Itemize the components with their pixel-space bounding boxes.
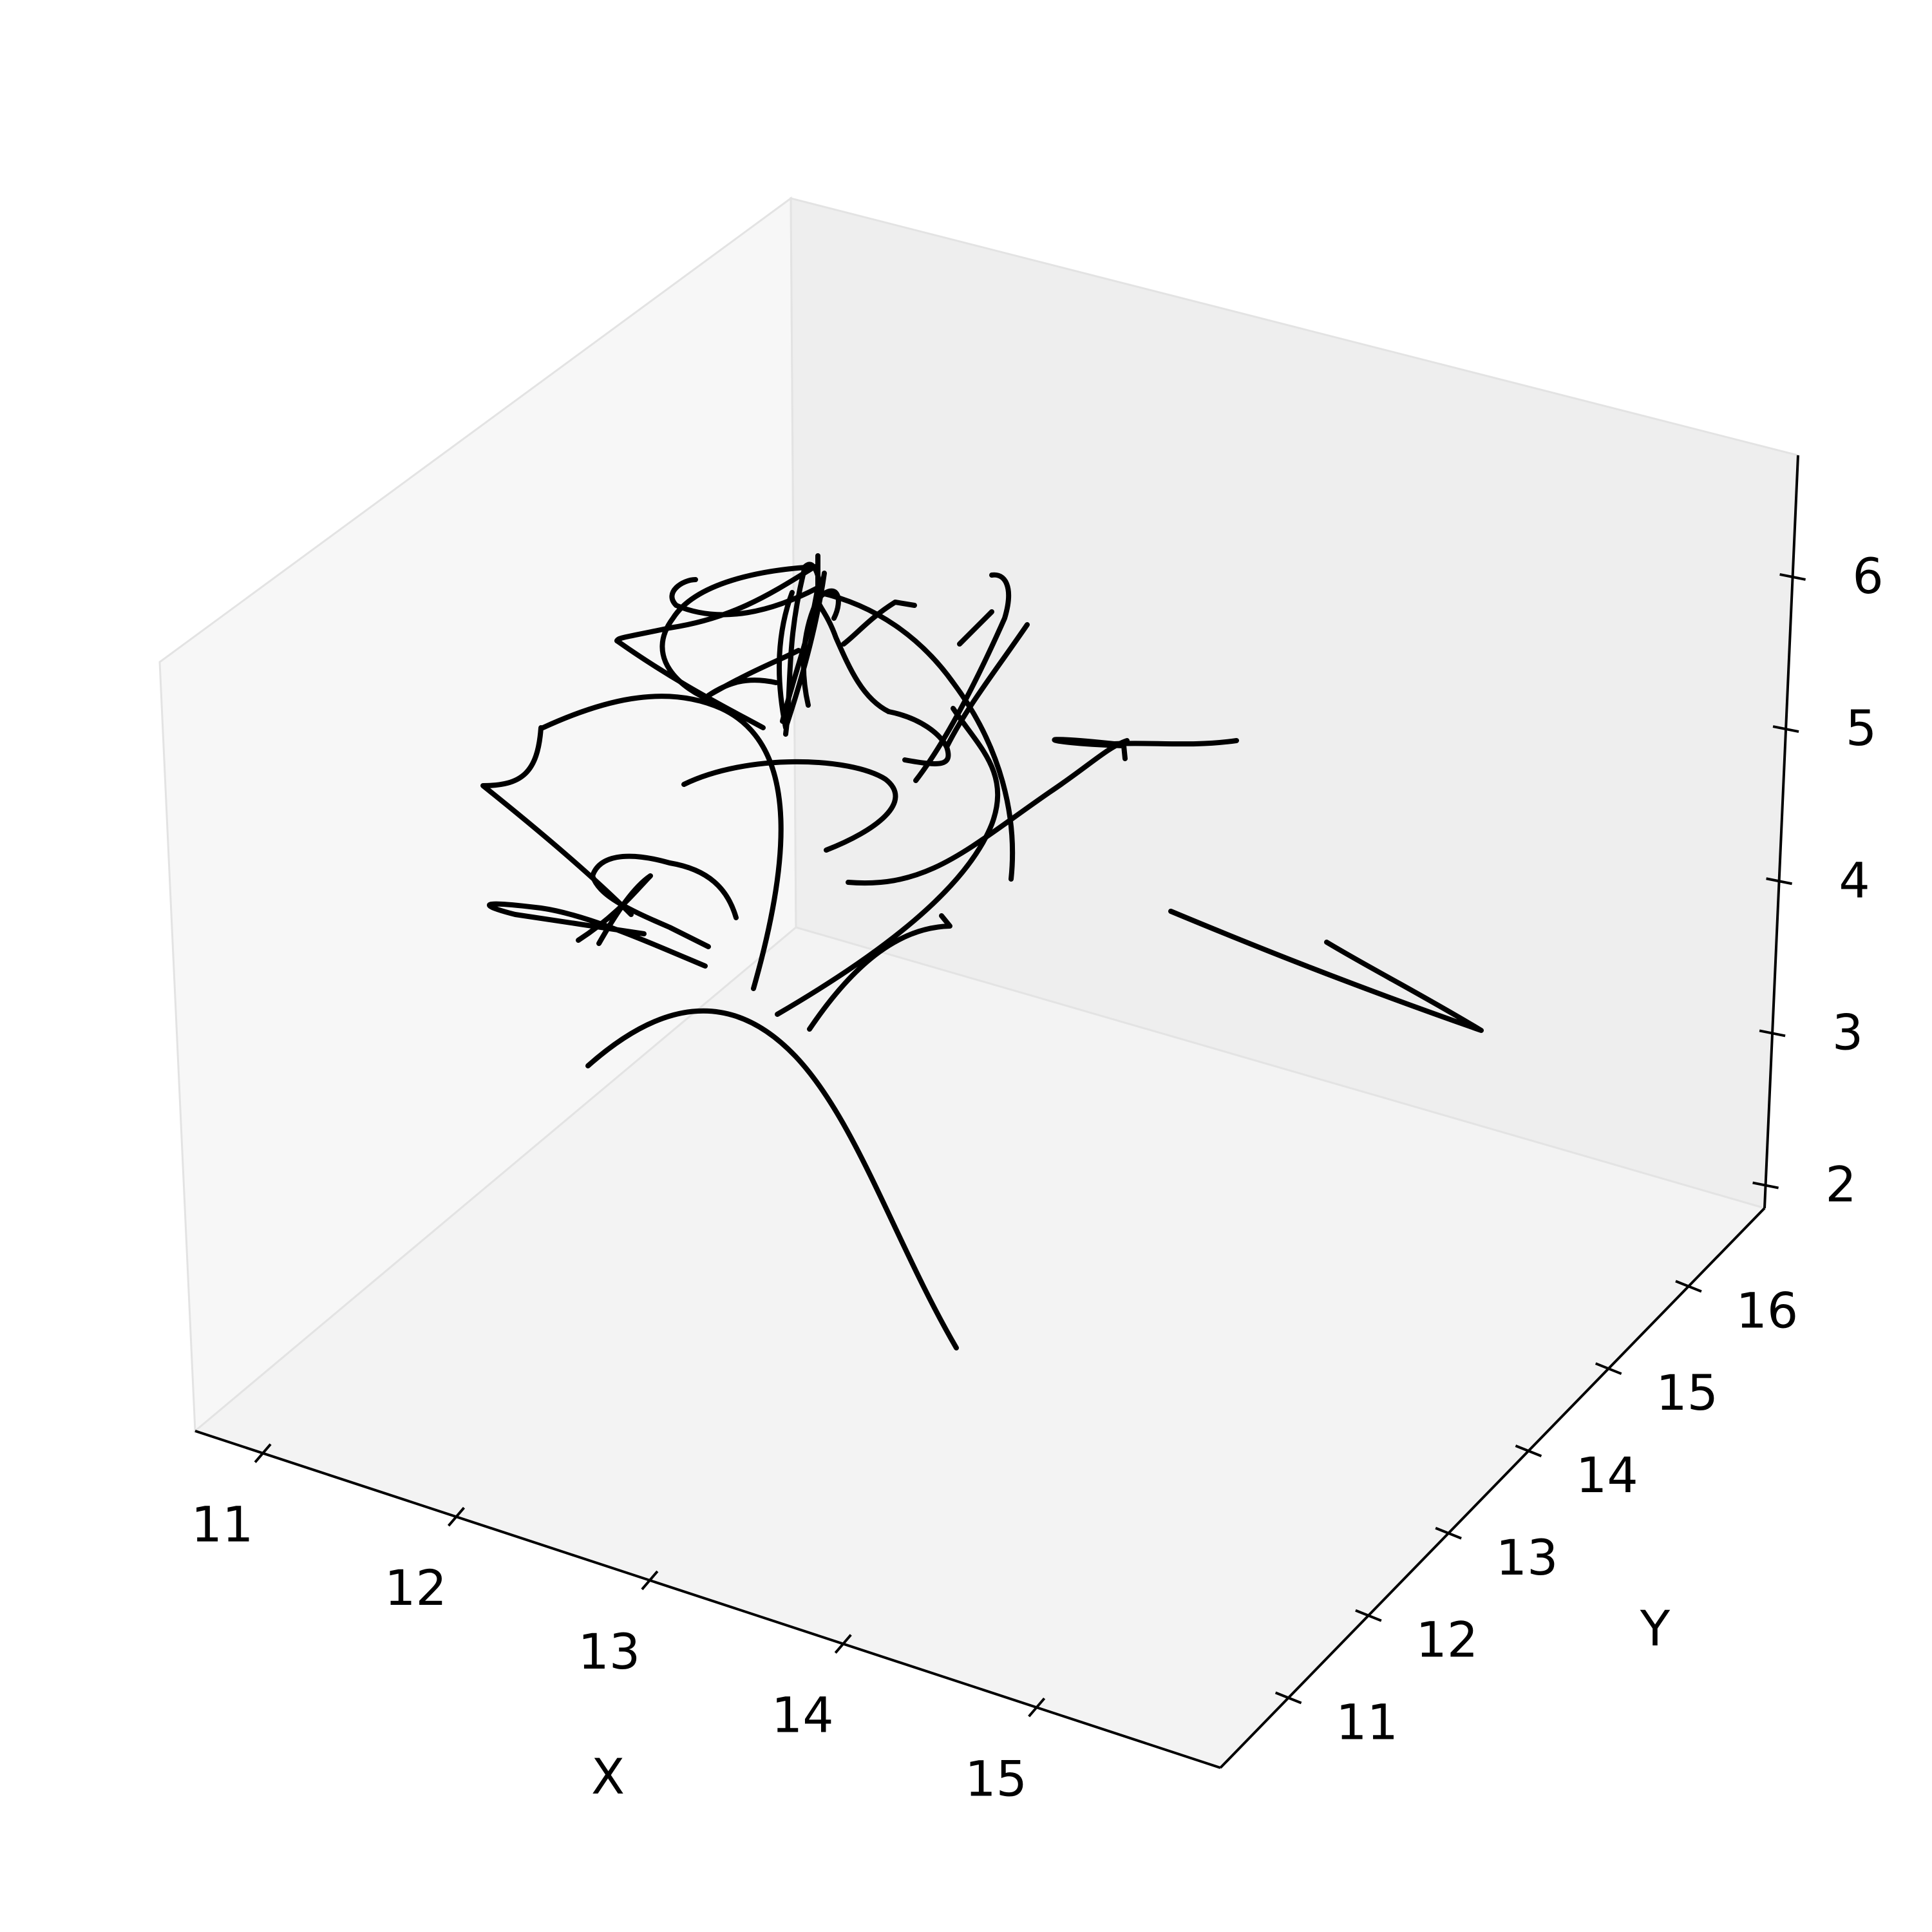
x-tick-label: 12 [384, 1559, 447, 1616]
axes-lines [194, 455, 1799, 1769]
trajectory-line-21 [614, 638, 766, 730]
z-tick-label: 6 [1852, 547, 1883, 605]
trajectory-line-13 [957, 609, 994, 647]
trajectory-line-12 [944, 622, 1030, 750]
x-tick-13 [641, 1570, 659, 1591]
trajectory-line-11 [913, 572, 1012, 783]
y-tick-label: 14 [1576, 1446, 1638, 1504]
z-tick-2 [1752, 1181, 1779, 1189]
tick-labels: 11 12 13 14 15 11 12 13 14 15 16 2 3 4 5 6 [191, 547, 1884, 1807]
y-tick-16 [1675, 1280, 1702, 1293]
x-tick-label: 15 [965, 1750, 1027, 1807]
trajectory-line-3 [775, 706, 1001, 1017]
trajectory-line-14 [841, 600, 917, 647]
y-tick-label: 15 [1656, 1364, 1718, 1421]
x-axis-label: X [591, 1748, 625, 1805]
y-tick-label: 12 [1416, 1611, 1479, 1669]
trajectory-line-7 [1052, 737, 1239, 761]
trajectory-line-16 [777, 571, 827, 730]
x-axis-line [194, 1430, 1221, 1769]
trajectory-line-4 [807, 913, 952, 1032]
x-tick-12 [447, 1506, 466, 1527]
trajectory-line-23 [800, 588, 841, 708]
y-axis-line [1219, 1207, 1766, 1769]
trajectory-line-6 [846, 738, 1130, 886]
x-tick-11 [254, 1443, 272, 1463]
trajectory-line-1 [585, 1008, 959, 1350]
axes-panes [158, 196, 1799, 1769]
z-axis-line [1763, 455, 1799, 1209]
trajectory-line-27 [576, 873, 653, 946]
trajectory-line-2 [540, 694, 784, 991]
z-tick-label: 2 [1825, 1156, 1856, 1213]
z-tick-label: 5 [1846, 699, 1877, 757]
z-tick-6 [1779, 573, 1806, 581]
trajectory-line-8 [817, 590, 1016, 882]
y-tick-label: 13 [1496, 1529, 1558, 1586]
trajectory-line-28 [1168, 909, 1484, 1033]
x-tick-label: 11 [191, 1496, 254, 1553]
y-tick-13 [1435, 1526, 1462, 1540]
z-tick-3 [1759, 1029, 1786, 1037]
x-tick-15 [1028, 1697, 1046, 1718]
y-axis-label: Y [1640, 1600, 1671, 1657]
x-tick-14 [834, 1634, 852, 1654]
data-lines [480, 553, 1484, 1350]
x-tick-label: 14 [772, 1687, 834, 1744]
y-tick-11 [1274, 1691, 1302, 1705]
z-tick-4 [1766, 877, 1792, 886]
z-tick-5 [1772, 725, 1799, 734]
y-tick-14 [1515, 1444, 1542, 1457]
z-tick-label: 4 [1839, 851, 1870, 909]
y-tick-label: 16 [1736, 1282, 1799, 1339]
trajectory-line-22 [706, 648, 801, 698]
z-tick-label: 3 [1832, 1003, 1863, 1061]
trajectory-line-5 [681, 759, 898, 853]
x-tick-label: 13 [578, 1623, 641, 1680]
y-tick-label: 11 [1336, 1693, 1398, 1750]
trajectory-line-20 [669, 577, 824, 618]
y-tick-12 [1355, 1609, 1382, 1622]
tick-marks [254, 573, 1806, 1718]
trajectory-line-26 [487, 901, 708, 969]
y-tick-15 [1595, 1362, 1622, 1376]
trajectory-line-18 [614, 564, 817, 643]
